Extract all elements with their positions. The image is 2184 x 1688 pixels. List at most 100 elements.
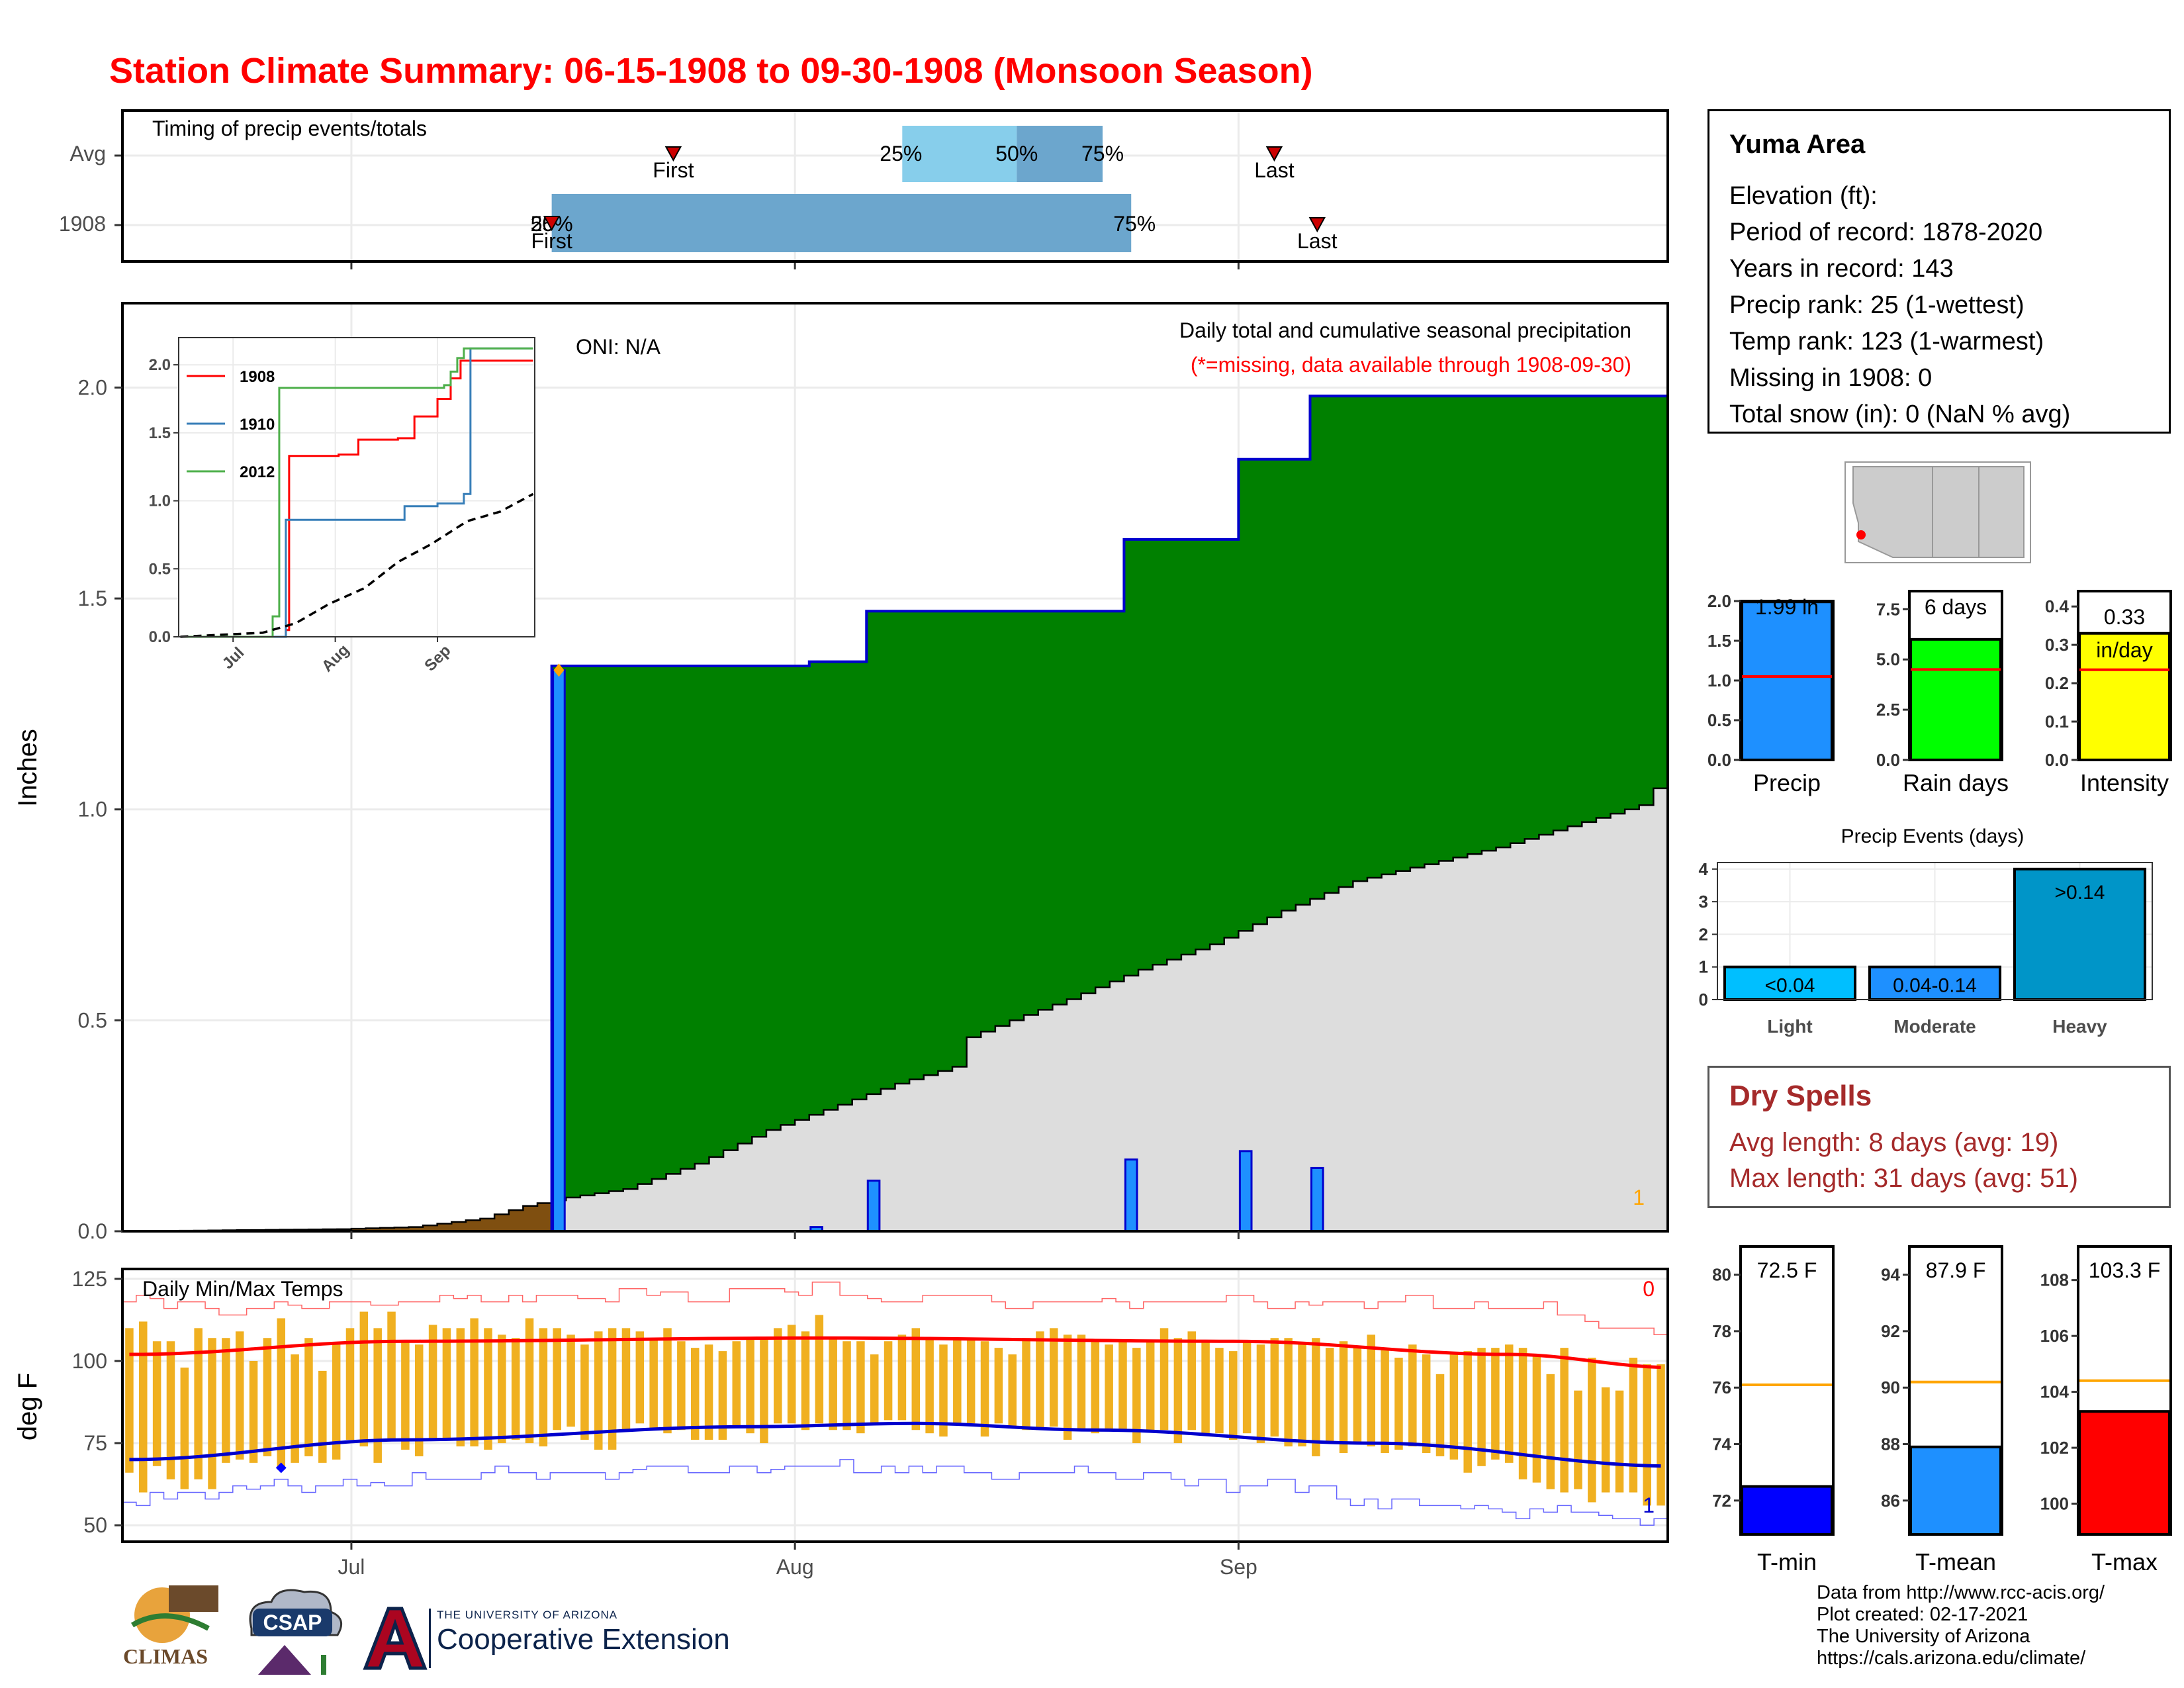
- daily-temp-bar: [1312, 1338, 1320, 1456]
- inset-y-tick-label: 1.5: [149, 424, 171, 442]
- daily-temp-bar: [428, 1325, 437, 1440]
- daily-temp-bar: [663, 1328, 672, 1434]
- daily-temp-bar: [1160, 1328, 1169, 1430]
- events-y-tick-label: 2: [1699, 924, 1708, 944]
- csap-logo[interactable]: CSAP: [232, 1582, 351, 1681]
- avg-q75-label: 75%: [1081, 142, 1124, 165]
- inset-x-tick-label: Jul: [219, 644, 248, 673]
- temp-summary-y-tick-label: 94: [1881, 1265, 1900, 1285]
- daily-temp-bar: [1256, 1344, 1265, 1444]
- station-location-marker: [1856, 530, 1866, 539]
- daily-precip-bar: [1238, 1150, 1253, 1233]
- precip-y-tick-label: 1.0: [78, 798, 107, 821]
- precip-y-tick-label: 1.5: [78, 586, 107, 610]
- daily-temp-bar: [980, 1341, 989, 1437]
- daily-temp-bar: [1560, 1348, 1569, 1493]
- precip-y-tick-label: 0.0: [78, 1219, 107, 1243]
- daily-temp-bar: [1008, 1354, 1017, 1427]
- inset-lines: [180, 347, 534, 638]
- csap-mountain-icon: [258, 1645, 311, 1675]
- temp-x-tick-label: Sep: [1220, 1555, 1257, 1579]
- temp-summary-y-tick-label: 100: [2040, 1494, 2069, 1514]
- daily-temp-bar: [1588, 1358, 1596, 1503]
- precip-subtitle: Daily total and cumulative seasonal prec…: [1179, 318, 1631, 342]
- temp-summary-y-tick-label: 106: [2040, 1326, 2069, 1346]
- missing-data-note: (*=missing, data available through 1908-…: [1191, 353, 1631, 377]
- precip-y-tick-label: 0.5: [78, 1008, 107, 1032]
- daily-temp-bar: [1146, 1341, 1155, 1430]
- temp-x-axis: Jul Aug Sep: [338, 1542, 1257, 1579]
- daily-temp-bar: [621, 1328, 631, 1430]
- credit-source[interactable]: Data from http://www.rcc-acis.org/: [1817, 1582, 2105, 1603]
- daily-temp-bar: [359, 1311, 369, 1447]
- daily-temp-bar: [1063, 1335, 1072, 1440]
- daily-temp-bar: [718, 1351, 727, 1440]
- average-tmax-line: [129, 1336, 1661, 1370]
- daily-temp-bar: [304, 1338, 313, 1456]
- daily-temp-bar: [580, 1344, 589, 1440]
- daily-temp-bar: [194, 1328, 203, 1479]
- dry-spells-avg: Avg length: 8 days (avg: 19): [1729, 1128, 2059, 1157]
- inset-x-tick-label: Aug: [318, 641, 353, 675]
- station-period: Period of record: 1878-2020: [1729, 218, 2043, 246]
- events-category-label: Heavy: [2052, 1016, 2107, 1037]
- temp-grid: [124, 1270, 1666, 1540]
- daily-temp-bar: [856, 1341, 865, 1434]
- events-bar-label: >0.14: [2055, 882, 2105, 904]
- precip-summary-y-tick-label: 2.5: [1876, 700, 1900, 720]
- temp-y-axis: 50 75 100 125: [72, 1267, 122, 1537]
- station-snow: Total snow (in): 0 (NaN % avg): [1729, 400, 2071, 428]
- inset-y-tick-label: 0.5: [149, 560, 171, 578]
- csap-badge: [253, 1609, 332, 1636]
- precip-summary-label: Intensity: [2080, 769, 2169, 796]
- timing-row-avg: Avg: [69, 142, 106, 165]
- coop-wordmark: Cooperative Extension: [437, 1623, 730, 1656]
- daily-temp-bar: [125, 1328, 134, 1473]
- station-years: Years in record: 143: [1729, 255, 1954, 283]
- year-last-marker: [1308, 217, 1326, 233]
- climas-logo[interactable]: CLIMAS: [109, 1579, 222, 1681]
- average-cumulative-line: [122, 787, 1668, 1233]
- events-frame: [1717, 862, 2153, 1000]
- average-cumulative-area: [551, 788, 1666, 1231]
- record-low-line: [122, 1459, 1668, 1526]
- daily-temp-bar: [222, 1338, 230, 1463]
- events-y-tick-label: 1: [1699, 957, 1708, 977]
- daily-temp-bar: [953, 1338, 962, 1424]
- year-first-label: First: [531, 229, 572, 253]
- daily-temp-bar: [1298, 1344, 1306, 1447]
- avg-q50-q75-band: [1017, 126, 1103, 182]
- precip-summary-y-tick-label: 1.5: [1707, 631, 1731, 651]
- climas-wordmark: CLIMAS: [123, 1644, 208, 1668]
- precip-summary-y-tick-label: 0.3: [2045, 635, 2069, 655]
- average-tmin-line: [129, 1421, 1661, 1468]
- daily-temp-bar: [1381, 1348, 1389, 1453]
- csap-wordmark: CSAP: [263, 1611, 322, 1634]
- precip-summary-value-label: 6 days: [1925, 595, 1987, 619]
- daily-temp-bar: [594, 1331, 603, 1450]
- temp-y-tick-label: 100: [72, 1349, 107, 1373]
- precip-summary-label: Rain days: [1903, 769, 2009, 796]
- temp-summary-value-bar: [2078, 1410, 2171, 1536]
- precip-summary-y-tick-label: 2.0: [1707, 591, 1731, 611]
- temp-summary-panel-2: 100 102 104 106 108 T-max 103.3 F: [2040, 1245, 2172, 1575]
- daily-temp-bar: [484, 1328, 492, 1450]
- precip-summary-y-tick-label: 0.2: [2045, 673, 2069, 693]
- credit-url[interactable]: https://cals.arizona.edu/climate/: [1817, 1648, 2086, 1669]
- daily-temp-bar: [180, 1367, 189, 1489]
- daily-temp-bar: [1132, 1348, 1141, 1444]
- daily-temp-bar: [1339, 1341, 1348, 1453]
- station-info-box: Yuma Area Elevation (ft): Period of reco…: [1707, 109, 2171, 434]
- daily-temp-bar: [746, 1338, 754, 1434]
- events-title: Precip Events (days): [1841, 825, 2025, 847]
- cooperative-extension-logo[interactable]: THE UNIVERSITY OF ARIZONA Cooperative Ex…: [429, 1609, 730, 1668]
- coop-university-text: THE UNIVERSITY OF ARIZONA: [437, 1609, 618, 1621]
- timing-row-year: 1908: [59, 212, 106, 236]
- daily-temp-bar: [263, 1338, 272, 1456]
- credit-date: Plot created: 02-17-2021: [1817, 1604, 2028, 1625]
- university-of-arizona-logo[interactable]: [359, 1602, 432, 1675]
- temp-summary-y-tick-label: 86: [1881, 1491, 1900, 1511]
- daily-temp-bar: [1477, 1348, 1486, 1466]
